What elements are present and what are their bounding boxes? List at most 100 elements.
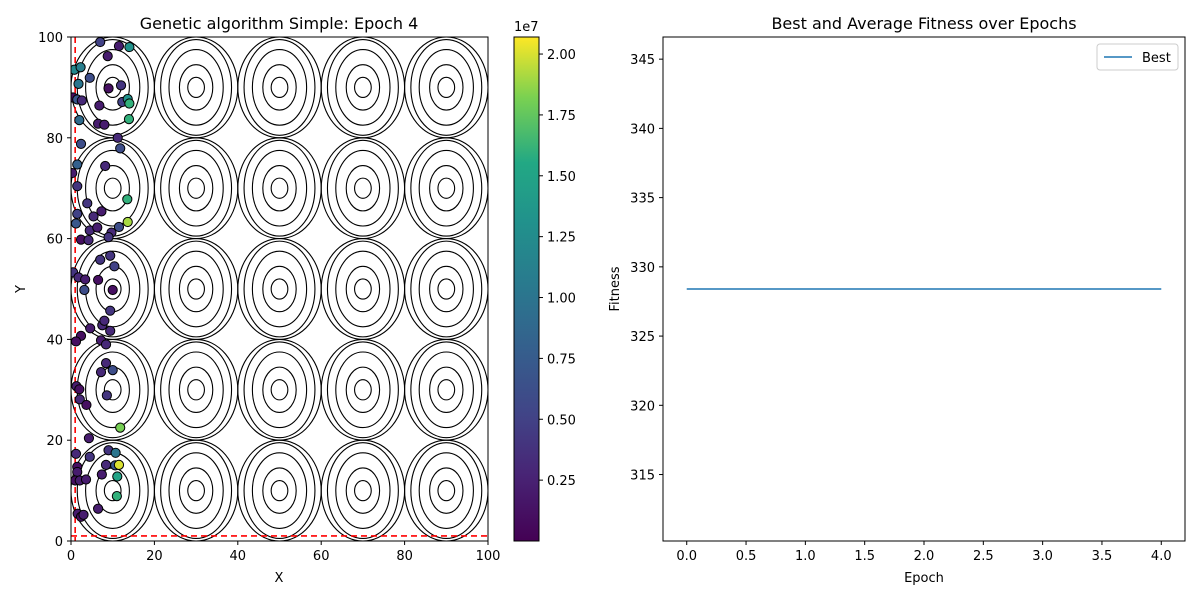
x-tick-label: 2.5 <box>973 549 994 564</box>
contour-ring <box>326 38 399 136</box>
contour-ring <box>410 139 483 237</box>
x-tick-label: 0 <box>67 549 75 564</box>
scatter-point <box>100 339 112 350</box>
contour-ring <box>345 164 381 212</box>
contour-ring <box>160 442 233 540</box>
contour-ring <box>243 341 316 439</box>
contour-ring <box>168 250 224 328</box>
scatter-points <box>71 37 135 522</box>
contour-ring <box>76 139 149 237</box>
contour-ring <box>270 278 289 300</box>
scatter-point <box>75 138 87 149</box>
scatter-point <box>84 451 95 462</box>
contour-ring <box>410 341 483 439</box>
y-tick-label: 0 <box>55 535 63 550</box>
scatter-point <box>100 357 112 369</box>
contour-ring <box>320 238 406 340</box>
contour-ring <box>95 164 130 212</box>
scatter-y-ticks: 0 20 40 60 80 100 <box>38 31 71 550</box>
fitness-x-axis-label: Epoch <box>904 571 944 586</box>
contour-ring <box>168 452 224 529</box>
scatter-point <box>107 365 118 376</box>
x-tick-label: 2.0 <box>914 549 935 564</box>
y-tick-label: 315 <box>630 469 655 484</box>
scatter-point <box>96 469 107 480</box>
scatter-point <box>95 37 106 48</box>
contour-ring <box>153 338 239 441</box>
fitness-y-ticks: 315 320 325 330 335 340 345 <box>630 53 663 484</box>
contour-ring <box>187 479 205 502</box>
contour-ring <box>160 38 233 136</box>
scatter-point <box>83 235 94 246</box>
x-tick-label: 3.0 <box>1032 549 1053 564</box>
scatter-y-axis-label: Y <box>14 285 29 294</box>
contour-ring <box>76 240 149 338</box>
scatter-point <box>83 433 95 444</box>
scatter-point <box>73 78 84 89</box>
x-tick-label: 60 <box>313 549 330 564</box>
contour-ring <box>237 338 322 441</box>
contour-ring <box>345 467 381 514</box>
scatter-point <box>109 261 120 272</box>
scatter-point <box>81 399 92 411</box>
scatter-point <box>103 231 114 243</box>
scatter-point <box>74 394 85 405</box>
scatter-point <box>122 216 133 228</box>
scatter-point <box>71 336 82 347</box>
scatter-point <box>95 254 106 265</box>
scatter-point <box>105 250 116 261</box>
contour-ring <box>153 238 239 340</box>
contour-ring <box>153 37 239 139</box>
contour-ring <box>404 137 488 240</box>
contour-ring <box>335 149 391 227</box>
colorbar-tick-label: 0.75 <box>547 352 576 367</box>
contour-ring <box>429 467 464 514</box>
contour-ring <box>243 240 316 338</box>
x-tick-label: 1.0 <box>795 549 816 564</box>
contour-ring <box>320 37 406 139</box>
contour-ring <box>437 479 456 502</box>
scatter-point <box>100 459 112 470</box>
scatter-point <box>78 509 89 520</box>
contour-ring <box>404 238 488 340</box>
contour-ring <box>335 351 391 429</box>
contour-ring <box>71 137 155 240</box>
contour-ring <box>178 265 214 313</box>
contour-ring <box>187 76 205 99</box>
legend-box <box>1096 43 1179 71</box>
contour-ring <box>187 379 205 401</box>
colorbar-multiplier: 1e7 <box>514 20 539 35</box>
x-tick-label: 3.5 <box>1092 549 1113 564</box>
contour-ring <box>345 366 381 414</box>
scatter-point <box>71 448 82 459</box>
y-tick-label: 325 <box>630 330 655 345</box>
contour-ring <box>95 64 130 111</box>
y-tick-label: 20 <box>46 434 63 449</box>
contour-ring <box>410 240 483 338</box>
scatter-point <box>85 323 96 334</box>
scatter-point <box>80 474 92 485</box>
scatter-point <box>113 459 125 470</box>
contour-ring <box>160 139 233 237</box>
scatter-point <box>115 422 126 433</box>
contour-ring <box>251 49 308 126</box>
x-tick-label: 0.5 <box>736 549 757 564</box>
contour-ring <box>437 278 456 300</box>
contour-ring <box>251 452 308 529</box>
contour-ring <box>320 137 406 240</box>
scatter-point <box>122 194 133 205</box>
contour-ring <box>418 250 474 328</box>
fitness-line-chart: Best and Average Fitness over Epochs 0.0… <box>608 14 1186 586</box>
scatter-chart-title: Genetic algorithm Simple: Epoch 4 <box>140 14 419 33</box>
contour-ring <box>418 351 474 429</box>
contour-ring <box>335 452 391 529</box>
contour-ring <box>326 240 399 338</box>
contour-lines <box>71 37 488 541</box>
scatter-point <box>80 274 91 285</box>
contour-ring <box>326 341 399 439</box>
contour-ring <box>437 177 456 199</box>
contour-ring <box>335 49 391 126</box>
contour-ring <box>418 452 474 529</box>
x-tick-label: 1.5 <box>854 549 875 564</box>
contour-ring <box>437 379 456 401</box>
